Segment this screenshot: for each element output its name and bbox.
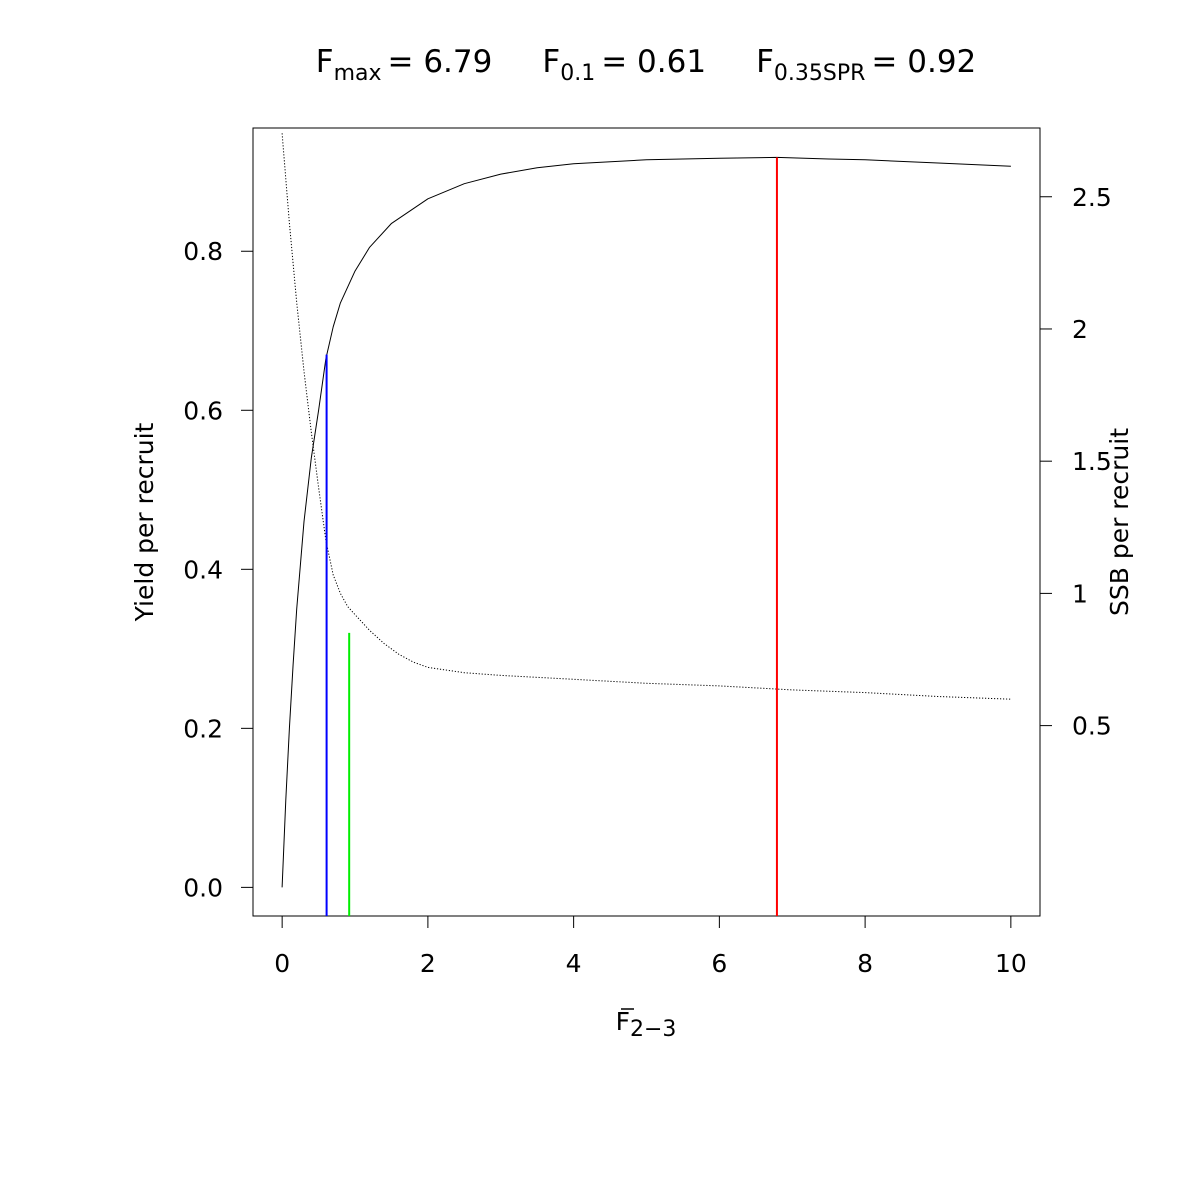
reference-lines bbox=[325, 157, 778, 916]
x-axis-title: F2−3 bbox=[616, 1007, 677, 1042]
x-tick-label: 0 bbox=[274, 949, 290, 978]
x-axis-title-base: F bbox=[616, 1007, 630, 1036]
y2-tick-label: 2 bbox=[1072, 315, 1088, 344]
title-fspr-base: F bbox=[756, 44, 774, 80]
title-fspr-sub: 0.35SPR bbox=[774, 61, 866, 86]
x-tick-label: 10 bbox=[995, 949, 1027, 978]
y-tick-label: 0.4 bbox=[183, 555, 223, 584]
x-tick-label: 4 bbox=[566, 949, 582, 978]
title-fspr-value: = 0.92 bbox=[871, 44, 976, 80]
y-tick-label: 0.0 bbox=[183, 873, 223, 902]
x-axis-title-sub: 2−3 bbox=[630, 1017, 676, 1042]
x-tick-label: 6 bbox=[711, 949, 727, 978]
y-axis-right: 0.5 1 1.5 2 2.5 bbox=[1040, 183, 1112, 741]
title-f01-value: = 0.61 bbox=[601, 44, 706, 80]
series-layer bbox=[281, 133, 1011, 888]
x-axis: 0 2 4 6 8 10 bbox=[274, 916, 1027, 978]
title-fmax-sub: max bbox=[334, 61, 382, 86]
y-axis-title: Yield per recruit bbox=[130, 422, 159, 622]
plot-frame bbox=[252, 127, 1041, 917]
chart-title: Fmax = 6.79 F0.1 = 0.61 F0.35SPR = 0.92 bbox=[316, 44, 977, 86]
title-f01-sub: 0.1 bbox=[560, 61, 595, 86]
title-fmax-value: = 6.79 bbox=[388, 44, 493, 80]
y2-tick-label: 1 bbox=[1072, 579, 1088, 608]
y-tick-label: 0.2 bbox=[183, 714, 223, 743]
x-tick-label: 8 bbox=[857, 949, 873, 978]
ypr-curve bbox=[281, 156, 1011, 888]
y2-tick-label: 0.5 bbox=[1072, 712, 1112, 741]
title-f01-base: F bbox=[542, 44, 560, 80]
svg-text:F2−3: F2−3 bbox=[616, 1007, 677, 1042]
ssb-curve bbox=[281, 133, 1011, 700]
y-tick-label: 0.6 bbox=[183, 396, 223, 425]
y-tick-label: 0.8 bbox=[183, 237, 223, 266]
y2-axis-title: SSB per recruit bbox=[1105, 428, 1134, 616]
y2-tick-label: 1.5 bbox=[1072, 447, 1112, 476]
y-axis-left: 0.0 0.2 0.4 0.6 0.8 bbox=[183, 237, 253, 902]
title-fmax-base: F bbox=[316, 44, 334, 80]
y2-tick-label: 2.5 bbox=[1072, 183, 1112, 212]
x-tick-label: 2 bbox=[420, 949, 436, 978]
